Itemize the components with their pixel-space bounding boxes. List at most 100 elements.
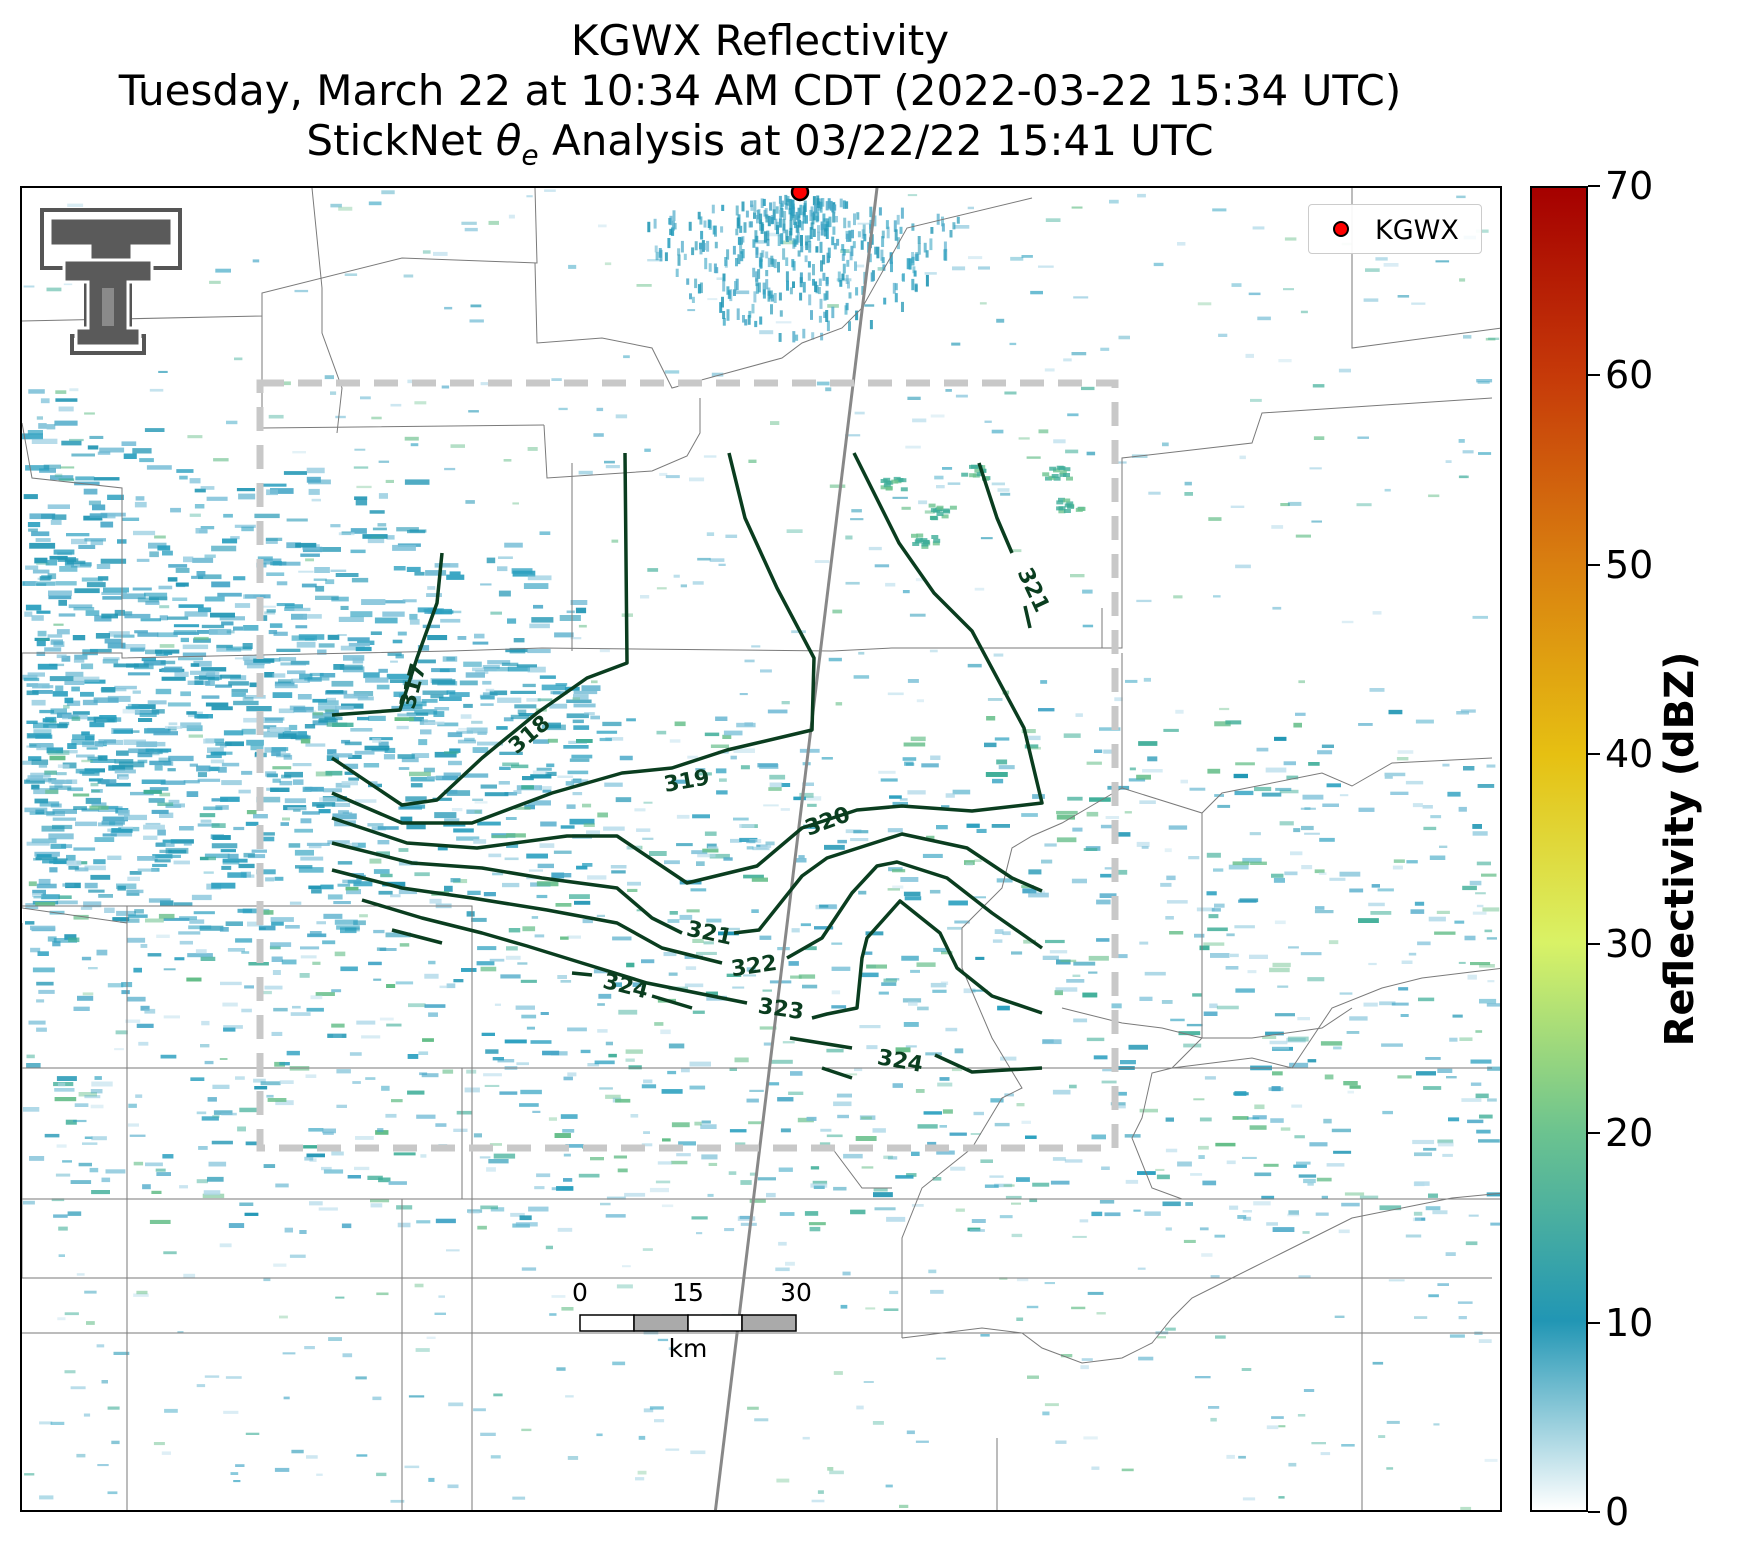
reflectivity-echo	[669, 739, 681, 743]
reflectivity-echo	[45, 789, 59, 794]
reflectivity-echo	[1428, 1294, 1439, 1298]
colorbar-tick-label: 40	[1605, 732, 1654, 777]
reflectivity-echo	[31, 615, 44, 621]
reflectivity-echo	[881, 982, 897, 986]
reflectivity-echo	[212, 1115, 220, 1118]
reflectivity-echo	[347, 1175, 361, 1179]
reflectivity-echo	[812, 196, 816, 206]
reflectivity-echo	[766, 238, 770, 247]
reflectivity-echo	[661, 1204, 674, 1208]
reflectivity-echo	[296, 641, 316, 648]
reflectivity-echo	[521, 1014, 537, 1019]
reflectivity-echo	[669, 228, 673, 236]
reflectivity-echo	[247, 921, 263, 927]
reflectivity-echo	[348, 754, 362, 759]
reflectivity-echo	[101, 1177, 111, 1183]
reflectivity-echo	[1214, 721, 1231, 727]
reflectivity-echo	[1117, 832, 1131, 837]
reflectivity-echo	[742, 315, 745, 323]
reflectivity-echo	[636, 909, 644, 912]
reflectivity-echo	[128, 748, 154, 754]
reflectivity-echo	[1091, 1466, 1100, 1470]
reflectivity-echo	[1208, 517, 1222, 521]
reflectivity-echo	[179, 826, 194, 831]
reflectivity-echo	[845, 274, 849, 284]
reflectivity-echo	[726, 309, 730, 321]
reflectivity-echo	[523, 583, 549, 589]
reflectivity-echo	[23, 285, 35, 288]
reflectivity-echo	[1295, 534, 1311, 538]
reflectivity-echo	[84, 1095, 101, 1099]
reflectivity-echo	[100, 521, 114, 528]
reflectivity-echo	[241, 728, 256, 735]
reflectivity-echo	[827, 198, 831, 209]
reflectivity-echo	[286, 542, 301, 549]
reflectivity-echo	[795, 334, 799, 341]
reflectivity-echo	[393, 566, 406, 571]
reflectivity-echo	[279, 1080, 294, 1084]
reflectivity-echo	[269, 623, 283, 628]
reflectivity-echo	[892, 869, 906, 873]
reflectivity-echo	[1056, 810, 1078, 815]
reflectivity-echo	[786, 280, 789, 291]
reflectivity-echo	[1052, 1089, 1071, 1095]
reflectivity-echo	[1298, 680, 1305, 684]
reflectivity-echo	[58, 613, 76, 617]
reflectivity-echo	[1294, 1135, 1305, 1139]
reflectivity-echo	[226, 420, 238, 425]
reflectivity-echo	[1166, 875, 1176, 881]
reflectivity-echo	[1128, 1044, 1148, 1050]
reflectivity-echo	[856, 212, 860, 220]
reflectivity-echo	[1301, 825, 1314, 831]
reflectivity-echo	[76, 1273, 85, 1276]
reflectivity-echo	[1208, 914, 1219, 919]
reflectivity-echo	[714, 241, 718, 249]
reflectivity-echo	[215, 268, 231, 273]
reflectivity-echo	[348, 642, 370, 647]
reflectivity-echo	[425, 570, 447, 576]
reflectivity-echo	[1472, 615, 1488, 619]
reflectivity-echo	[947, 482, 961, 485]
reflectivity-echo	[135, 496, 145, 501]
reflectivity-echo	[486, 557, 496, 564]
reflectivity-echo	[941, 216, 944, 227]
reflectivity-echo	[789, 227, 793, 236]
reflectivity-echo	[1271, 1086, 1281, 1092]
reflectivity-echo	[1232, 861, 1250, 866]
reflectivity-echo	[597, 1003, 605, 1006]
reflectivity-echo	[1214, 1234, 1226, 1238]
reflectivity-echo	[563, 1076, 573, 1081]
reflectivity-echo	[720, 226, 724, 233]
reflectivity-echo	[260, 605, 276, 608]
reflectivity-echo	[1475, 892, 1486, 895]
reflectivity-echo	[466, 1069, 477, 1074]
reflectivity-echo	[735, 228, 739, 236]
reflectivity-echo	[92, 504, 106, 511]
reflectivity-echo	[780, 808, 790, 811]
reflectivity-echo	[136, 741, 158, 748]
reflectivity-echo	[400, 816, 413, 822]
reflectivity-echo	[740, 1180, 752, 1185]
reflectivity-echo	[855, 1136, 877, 1141]
reflectivity-echo	[719, 302, 723, 313]
reflectivity-echo	[950, 1166, 966, 1171]
reflectivity-echo	[894, 229, 898, 241]
reflectivity-echo	[295, 865, 313, 869]
reflectivity-echo	[808, 1222, 826, 1226]
reflectivity-echo	[668, 1043, 685, 1049]
reflectivity-echo	[254, 1086, 268, 1090]
reflectivity-echo	[1058, 509, 1066, 514]
reflectivity-echo	[930, 227, 934, 234]
reflectivity-echo	[507, 618, 517, 624]
radar-map-panel[interactable]: 317 318 319 320 321 321 322 323 324 324 …	[20, 186, 1502, 1512]
reflectivity-echo	[508, 928, 521, 933]
reflectivity-echo	[930, 414, 945, 418]
reflectivity-echo	[348, 777, 359, 781]
reflectivity-echo	[820, 332, 824, 341]
reflectivity-echo	[295, 625, 308, 629]
reflectivity-echo	[697, 211, 701, 220]
reflectivity-echo	[27, 672, 45, 677]
kgwx-radar-site-marker[interactable]	[790, 188, 810, 202]
reflectivity-echo	[553, 850, 572, 854]
reflectivity-echo	[1229, 953, 1239, 958]
